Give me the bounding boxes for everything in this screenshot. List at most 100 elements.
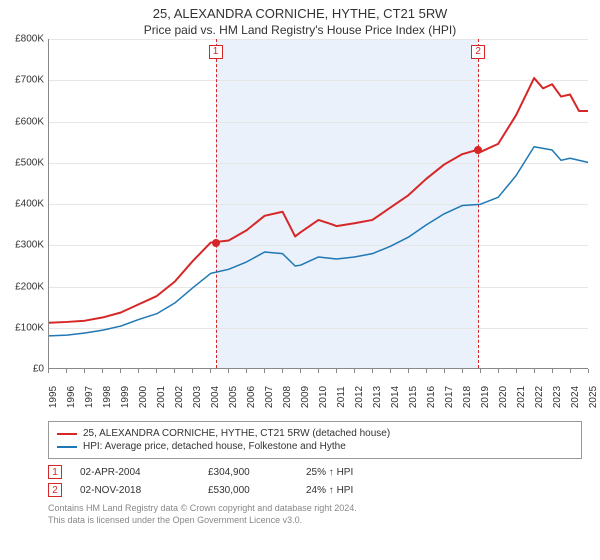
page-title: 25, ALEXANDRA CORNICHE, HYTHE, CT21 5RW (0, 6, 600, 21)
x-tick-label: 2020 (498, 386, 509, 408)
x-tick-label: 2003 (192, 386, 203, 408)
legend-item-hpi: HPI: Average price, detached house, Folk… (57, 441, 573, 452)
sale-badge: 1 (48, 465, 62, 479)
x-tick-label: 1996 (66, 386, 77, 408)
y-tick-label: £500K (15, 157, 44, 168)
footer-line: This data is licensed under the Open Gov… (48, 515, 582, 527)
x-tick-label: 2019 (480, 386, 491, 408)
x-tick-label: 2016 (426, 386, 437, 408)
x-tickmark (372, 369, 373, 373)
x-tick-label: 2023 (552, 386, 563, 408)
x-tick-label: 2007 (264, 386, 275, 408)
x-tickmark (390, 369, 391, 373)
sale-row: 2 02-NOV-2018 £530,000 24% ↑ HPI (48, 483, 582, 497)
sales-table: 1 02-APR-2004 £304,900 25% ↑ HPI 2 02-NO… (48, 465, 582, 497)
x-tick-label: 2015 (408, 386, 419, 408)
x-tick-label: 2017 (444, 386, 455, 408)
x-tickmark (300, 369, 301, 373)
sale-marker-label: 1 (209, 45, 223, 59)
y-tick-label: £0 (33, 364, 44, 375)
footer-attribution: Contains HM Land Registry data © Crown c… (48, 503, 582, 526)
x-tick-label: 2012 (354, 386, 365, 408)
x-tick-label: 2025 (588, 386, 599, 408)
x-tickmark (174, 369, 175, 373)
x-tickmark (138, 369, 139, 373)
legend-item-property: 25, ALEXANDRA CORNICHE, HYTHE, CT21 5RW … (57, 428, 573, 439)
x-tick-label: 2005 (228, 386, 239, 408)
x-tick-label: 2018 (462, 386, 473, 408)
x-tick-label: 2021 (516, 386, 527, 408)
y-tick-label: £100K (15, 322, 44, 333)
page-subtitle: Price paid vs. HM Land Registry's House … (0, 23, 600, 37)
x-tick-label: 1995 (48, 386, 59, 408)
x-tickmark (264, 369, 265, 373)
x-tick-label: 2010 (318, 386, 329, 408)
x-tickmark (498, 369, 499, 373)
x-tick-label: 2013 (372, 386, 383, 408)
x-tickmark (462, 369, 463, 373)
legend-swatch (57, 433, 77, 435)
x-tickmark (246, 369, 247, 373)
x-tickmark (426, 369, 427, 373)
x-tick-label: 2006 (246, 386, 257, 408)
x-tick-label: 2014 (390, 386, 401, 408)
x-tick-label: 2002 (174, 386, 185, 408)
footer-line: Contains HM Land Registry data © Crown c… (48, 503, 582, 515)
y-tick-label: £800K (15, 34, 44, 45)
x-tick-label: 2000 (138, 386, 149, 408)
x-tick-label: 1997 (84, 386, 95, 408)
x-tickmark (282, 369, 283, 373)
x-tickmark (102, 369, 103, 373)
x-tickmark (588, 369, 589, 373)
x-tickmark (552, 369, 553, 373)
legend-label: 25, ALEXANDRA CORNICHE, HYTHE, CT21 5RW … (83, 428, 390, 439)
x-tickmark (480, 369, 481, 373)
x-tickmark (210, 369, 211, 373)
sale-marker-dot (212, 239, 220, 247)
x-tickmark (534, 369, 535, 373)
x-tick-label: 2008 (282, 386, 293, 408)
x-tickmark (570, 369, 571, 373)
y-tick-label: £400K (15, 199, 44, 210)
legend-label: HPI: Average price, detached house, Folk… (83, 441, 346, 452)
sale-price: £304,900 (208, 467, 288, 478)
x-tickmark (156, 369, 157, 373)
x-tickmark (84, 369, 85, 373)
y-tick-label: £700K (15, 75, 44, 86)
x-tickmark (48, 369, 49, 373)
x-tickmark (408, 369, 409, 373)
x-tick-label: 2022 (534, 386, 545, 408)
price-chart: £0£100K£200K£300K£400K£500K£600K£700K£80… (0, 39, 600, 419)
sale-marker-label: 2 (471, 45, 485, 59)
x-tickmark (516, 369, 517, 373)
x-tickmark (354, 369, 355, 373)
x-tick-label: 2004 (210, 386, 221, 408)
legend: 25, ALEXANDRA CORNICHE, HYTHE, CT21 5RW … (48, 421, 582, 459)
sale-price: £530,000 (208, 485, 288, 496)
x-tickmark (444, 369, 445, 373)
sale-date: 02-NOV-2018 (80, 485, 190, 496)
series-line-property (49, 78, 588, 323)
x-tick-label: 1998 (102, 386, 113, 408)
x-tick-label: 1999 (120, 386, 131, 408)
x-tickmark (336, 369, 337, 373)
sale-date: 02-APR-2004 (80, 467, 190, 478)
x-tick-label: 2011 (336, 386, 347, 408)
sale-badge: 2 (48, 483, 62, 497)
x-tickmark (318, 369, 319, 373)
x-tickmark (228, 369, 229, 373)
x-tickmark (120, 369, 121, 373)
x-tickmark (192, 369, 193, 373)
x-tick-label: 2001 (156, 386, 167, 408)
sale-marker-dot (474, 146, 482, 154)
y-tick-label: £300K (15, 240, 44, 251)
y-tick-label: £200K (15, 281, 44, 292)
y-tick-label: £600K (15, 116, 44, 127)
x-tick-label: 2024 (570, 386, 581, 408)
sale-pct: 24% ↑ HPI (306, 485, 406, 496)
x-tickmark (66, 369, 67, 373)
x-tick-label: 2009 (300, 386, 311, 408)
legend-swatch (57, 446, 77, 448)
sale-row: 1 02-APR-2004 £304,900 25% ↑ HPI (48, 465, 582, 479)
sale-pct: 25% ↑ HPI (306, 467, 406, 478)
